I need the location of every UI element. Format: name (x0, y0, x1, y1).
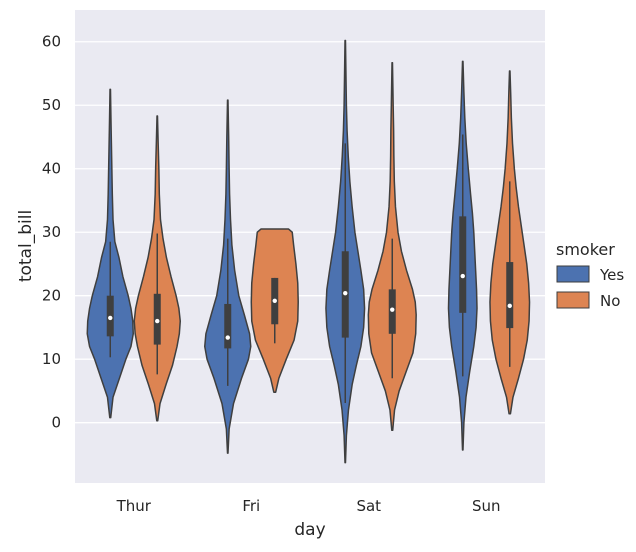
median-no-sun (507, 303, 512, 309)
median-yes-sat (343, 290, 348, 296)
median-yes-thur (108, 315, 113, 321)
y-tick-label: 60 (42, 33, 61, 51)
y-tick-label: 50 (42, 96, 61, 114)
x-tick-labels: Thur Fri Sat Sun (116, 497, 501, 515)
median-no-sat (390, 307, 395, 312)
y-tick-label: 40 (42, 160, 61, 178)
iqr-box-yes-sun (459, 216, 467, 313)
median-no-fri (272, 298, 277, 303)
legend: smoker Yes No (556, 240, 624, 310)
y-tick-label: 30 (42, 223, 61, 241)
iqr-box-no-sun (506, 262, 514, 329)
median-yes-sun (460, 273, 465, 279)
x-tick-label: Fri (242, 497, 260, 515)
median-yes-fri (225, 335, 230, 340)
x-tick-label: Sat (356, 497, 381, 515)
legend-swatch-yes (556, 265, 590, 283)
iqr-box-yes-fri (224, 303, 232, 349)
y-tick-labels: 0 10 20 30 40 50 60 (42, 33, 61, 432)
legend-title: smoker (556, 240, 615, 259)
x-tick-label: Sun (472, 497, 501, 515)
legend-label-no: No (600, 292, 620, 310)
y-tick-label: 20 (42, 287, 61, 305)
x-tick-label: Thur (116, 497, 152, 515)
y-tick-label: 10 (42, 350, 61, 368)
violins (86, 39, 531, 464)
x-axis-label: day (294, 520, 325, 540)
y-axis-label: total_bill (16, 210, 36, 282)
y-tick-label: 0 (51, 414, 61, 432)
median-no-thur (155, 318, 160, 324)
legend-swatch-no (556, 291, 590, 309)
legend-label-yes: Yes (599, 266, 624, 284)
